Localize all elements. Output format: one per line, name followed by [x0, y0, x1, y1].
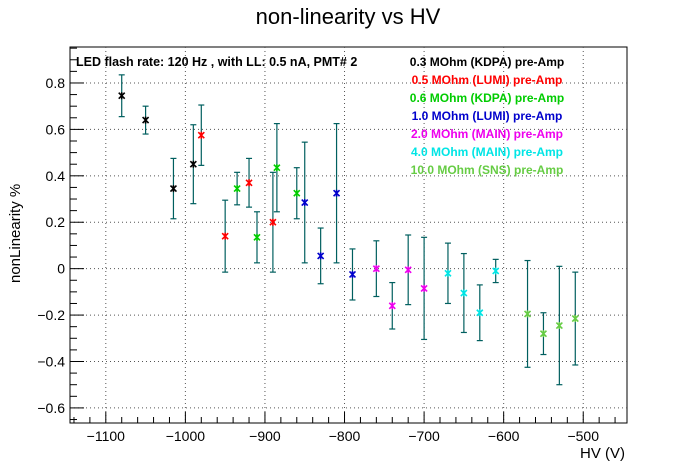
- run-annotation: LED flash rate: 120 Hz , with LL: 0.5 nA…: [76, 55, 357, 69]
- y-tick-label: 0.8: [46, 75, 66, 91]
- tick-labels: −1100 −1000 −900 −800 −700 −600 −500 0.8 0.6 0.4 0…: [37, 75, 599, 444]
- data-point: [221, 232, 229, 240]
- legend: 0.3 MOhm (KDPA) pre-Amp 0.5 MOhm (LUMI) p…: [410, 55, 564, 177]
- legend-entry: 1.0 MOhm (LUMI) pre-Amp: [412, 109, 563, 123]
- data-point: [460, 289, 468, 297]
- data-point: [273, 164, 281, 172]
- y-tick-label: 0.4: [46, 168, 66, 184]
- legend-entry: 4.0 MOhm (MAIN) pre-Amp: [411, 145, 563, 159]
- x-tick-label: −700: [408, 428, 440, 444]
- chart-title: non-linearity vs HV: [256, 4, 441, 29]
- data-point: [293, 189, 301, 197]
- data-point: [571, 314, 579, 323]
- data-point: [388, 302, 396, 310]
- data-point: [189, 160, 197, 168]
- data-marks: [118, 74, 579, 386]
- legend-entry: 0.5 MOhm (LUMI) pre-Amp: [412, 73, 563, 87]
- data-point: [476, 309, 484, 317]
- data-point: [245, 179, 253, 187]
- y-tick-label: 0.2: [46, 214, 66, 230]
- x-tick-label: −800: [329, 428, 361, 444]
- data-point: [372, 265, 380, 273]
- data-point: [492, 267, 500, 275]
- y-tick-label: 0.6: [46, 121, 66, 137]
- data-point: [233, 185, 241, 193]
- data-point: [169, 185, 178, 193]
- data-point: [142, 116, 150, 124]
- data-point: [444, 269, 452, 277]
- x-tick-label: −600: [488, 428, 520, 444]
- legend-entry: 2.0 MOhm (MAIN) pre-Amp: [411, 127, 563, 141]
- data-point: [317, 252, 325, 260]
- x-tick-label: −1100: [87, 428, 125, 444]
- legend-entry: 0.3 MOhm (KDPA) pre-Amp: [410, 55, 564, 69]
- data-point: [332, 189, 341, 197]
- data-point: [118, 92, 126, 100]
- data-point: [555, 321, 563, 330]
- y-tick-label: −0.2: [37, 307, 65, 323]
- y-tick-label: 0: [57, 261, 65, 277]
- data-point: [269, 218, 277, 226]
- data-point: [523, 310, 532, 318]
- data-point: [197, 131, 205, 139]
- data-point: [404, 266, 412, 274]
- data-point: [420, 284, 428, 292]
- data-point: [253, 233, 261, 241]
- data-point: [539, 330, 548, 338]
- axis-ticks: [70, 47, 616, 423]
- grid: [70, 47, 627, 423]
- legend-entry: 10.0 MOhm (SNS) pre-Amp: [411, 163, 564, 177]
- y-axis-label: nonLinearity %: [7, 184, 24, 283]
- data-point: [301, 198, 309, 207]
- x-tick-label: −1000: [166, 428, 206, 444]
- x-tick-label: −900: [249, 428, 281, 444]
- x-axis-label: HV (V): [580, 445, 625, 462]
- legend-entry: 0.6 MOhm (KDPA) pre-Amp: [410, 91, 564, 105]
- y-tick-label: −0.6: [37, 400, 65, 416]
- x-tick-label: −500: [567, 428, 599, 444]
- plot-frame: [69, 46, 628, 424]
- y-tick-label: −0.4: [37, 353, 65, 369]
- data-point: [348, 270, 357, 279]
